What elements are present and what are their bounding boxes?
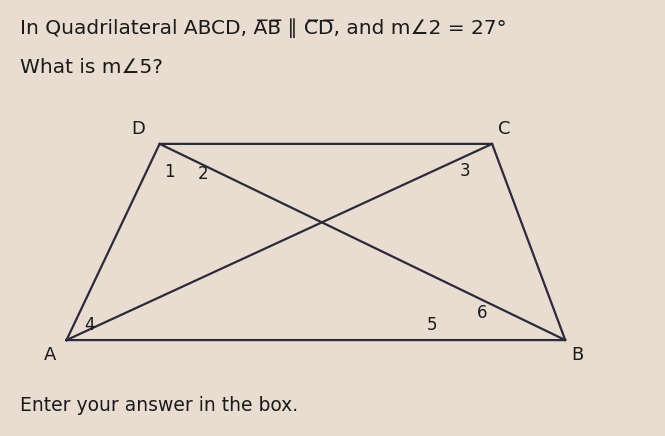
Text: 2: 2 xyxy=(198,165,208,184)
Text: Enter your answer in the box.: Enter your answer in the box. xyxy=(20,396,298,415)
Text: 6: 6 xyxy=(477,304,487,322)
Text: B: B xyxy=(571,346,583,364)
Text: What is m∠5?: What is m∠5? xyxy=(20,58,163,77)
Text: D: D xyxy=(132,119,145,138)
Text: A: A xyxy=(44,346,56,364)
Text: 4: 4 xyxy=(84,316,95,334)
Text: C: C xyxy=(498,119,510,138)
Text: In Quadrilateral ABCD, A̅B̅ ∥ C̅D̅, and m∠2 = 27°: In Quadrilateral ABCD, A̅B̅ ∥ C̅D̅, and … xyxy=(20,18,507,38)
Text: 1: 1 xyxy=(164,163,175,181)
Text: 5: 5 xyxy=(427,316,438,334)
Text: 3: 3 xyxy=(460,162,471,180)
